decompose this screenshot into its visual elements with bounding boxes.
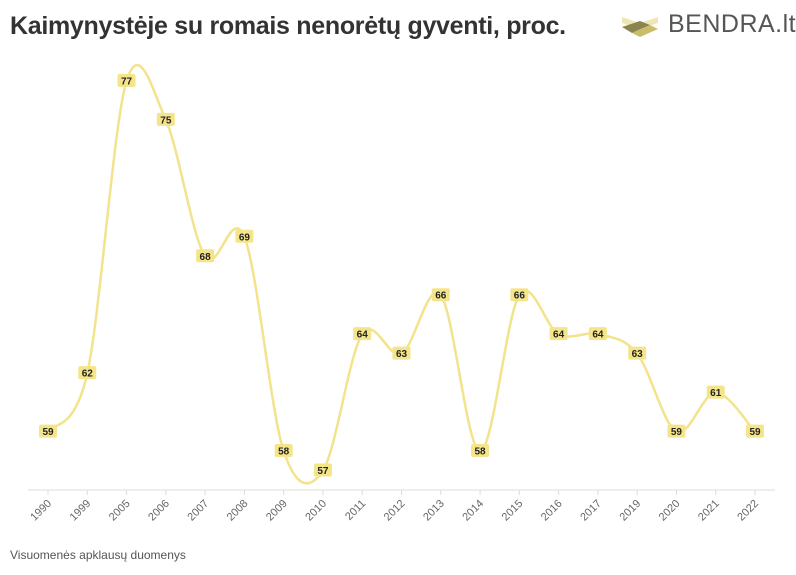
data-label-bg <box>706 385 725 399</box>
chart-title: Kaimynystėje su romais nenorėtų gyventi,… <box>10 12 566 40</box>
data-label-bg <box>667 424 686 438</box>
data-label-bg <box>392 346 411 360</box>
data-label-bg <box>746 424 764 438</box>
data-label-bg <box>471 444 490 458</box>
x-tick-label: 2015 <box>500 498 526 524</box>
data-label-bg <box>117 73 136 87</box>
data-label: 66 <box>435 291 447 302</box>
x-tick-label: 1999 <box>68 498 94 524</box>
data-label-bg <box>353 327 372 341</box>
data-label-bg <box>196 249 215 263</box>
data-label-bg <box>78 366 97 380</box>
data-label: 69 <box>239 232 251 243</box>
data-label: 58 <box>278 447 290 458</box>
data-label-bg <box>549 327 568 341</box>
data-label: 66 <box>514 291 526 302</box>
x-tick-label: 2007 <box>185 498 211 524</box>
logo: BENDRA.lt <box>620 10 796 39</box>
data-label-bg <box>39 424 57 438</box>
data-label: 64 <box>553 330 565 341</box>
data-label: 64 <box>592 330 604 341</box>
x-tick-label: 2014 <box>460 498 486 524</box>
x-tick-label: 2017 <box>578 498 604 524</box>
data-label-bg <box>510 288 529 302</box>
logo-text: BENDRA.lt <box>668 10 796 38</box>
x-tick-label: 2013 <box>421 498 447 524</box>
x-tick-label: 2022 <box>735 498 761 524</box>
x-tick-label: 2011 <box>343 498 368 523</box>
data-label: 59 <box>42 427 54 438</box>
logo-icon <box>622 16 658 37</box>
data-label-bg <box>274 444 293 458</box>
data-label-bg <box>156 112 175 126</box>
data-label: 63 <box>632 349 644 360</box>
data-label: 75 <box>160 115 172 126</box>
data-label-bg <box>431 288 450 302</box>
data-label: 59 <box>671 427 683 438</box>
data-label: 64 <box>357 330 369 341</box>
data-label: 58 <box>474 447 486 458</box>
x-tick-label: 1990 <box>28 498 54 524</box>
source-note: Visuomenės apklausų duomenys <box>10 548 186 562</box>
x-tick-label: 2019 <box>617 498 643 524</box>
x-tick-label: 2009 <box>264 498 290 524</box>
data-label: 61 <box>710 388 722 399</box>
data-label: 63 <box>396 349 408 360</box>
data-label-bg <box>235 229 254 243</box>
x-tick-label: 2010 <box>303 498 329 524</box>
x-tick-label: 2005 <box>107 498 133 524</box>
x-tick-label: 2012 <box>382 498 408 524</box>
x-tick-label: 2008 <box>225 498 251 524</box>
x-tick-label: 2016 <box>539 498 565 524</box>
x-tick-label: 2020 <box>657 498 683 524</box>
data-label-bg <box>628 346 647 360</box>
data-label: 57 <box>317 466 329 477</box>
series-line <box>46 63 756 485</box>
x-tick-label: 2006 <box>146 498 172 524</box>
data-label: 77 <box>121 76 133 87</box>
data-label-bg <box>588 327 607 341</box>
data-label: 68 <box>200 252 212 263</box>
data-label: 62 <box>82 369 94 380</box>
data-label-bg <box>313 463 332 477</box>
data-label: 59 <box>749 427 761 438</box>
x-tick-label: 2021 <box>696 498 722 524</box>
